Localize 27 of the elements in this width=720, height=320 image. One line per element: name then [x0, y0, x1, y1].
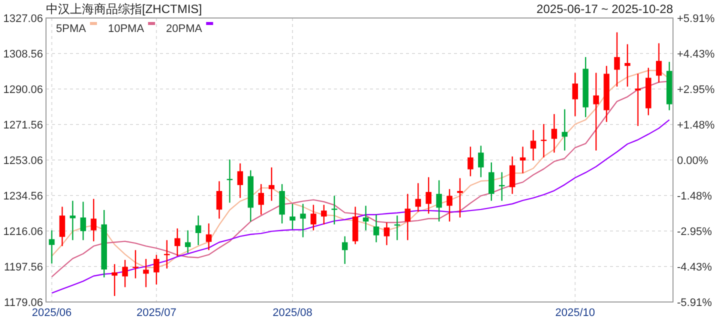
y-tick-label: 1179.06: [4, 297, 43, 309]
y2-tick-label: 0.00%: [677, 155, 708, 167]
chart-title: 中汉上海商品综指[ZHCTMIS]: [46, 2, 202, 16]
x-tick-label: 2025/08: [272, 307, 312, 319]
x-tick-label: 2025/10: [555, 307, 596, 319]
x-tick-label: 2025/07: [136, 307, 176, 319]
y2-tick-label: +2.95%: [677, 84, 715, 96]
y-tick-label: 1327.06: [3, 13, 43, 25]
y-tick-label: 1197.56: [4, 262, 43, 274]
legend-label: 20PMA: [166, 23, 203, 35]
chart-subtitle: 2025-06-17 ~ 2025-10-28: [536, 2, 674, 16]
y-tick-label: 1271.56: [3, 120, 43, 132]
y-tick-label: 1290.06: [3, 84, 43, 96]
y2-tick-label: -1.48%: [677, 190, 712, 203]
y2-tick-label: +5.91%: [677, 13, 715, 25]
y2-tick-label: +1.48%: [677, 119, 715, 132]
y2-tick-label: +4.43%: [677, 48, 715, 61]
legend-label: 5PMA: [56, 23, 87, 35]
x-tick-label: 2025/06: [32, 307, 72, 319]
y2-tick-label: -2.95%: [677, 226, 712, 238]
y2-tick-label: -5.91%: [677, 297, 712, 309]
y2-tick-label: -4.43%: [677, 261, 712, 274]
y-tick-label: 1308.56: [3, 48, 43, 60]
y-tick-label: 1253.06: [3, 155, 43, 167]
y-tick-label: 1216.06: [3, 226, 43, 238]
legend-label: 10PMA: [108, 23, 145, 35]
y-tick-label: 1234.56: [3, 190, 43, 202]
